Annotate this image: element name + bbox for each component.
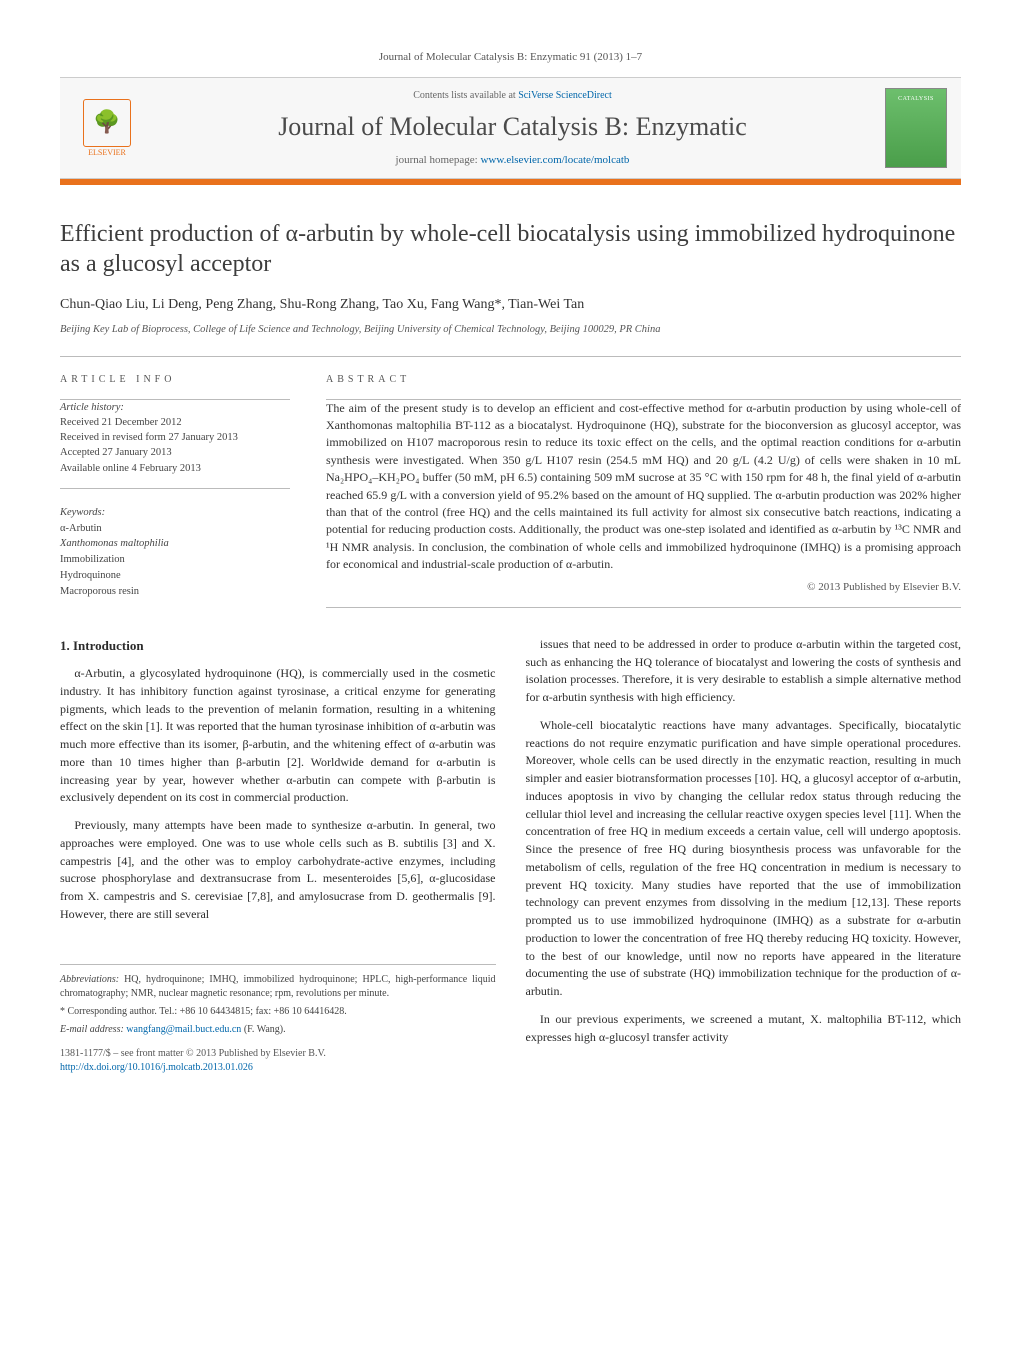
running-citation: Journal of Molecular Catalysis B: Enzyma… xyxy=(60,50,961,65)
sciencedirect-link[interactable]: SciVerse ScienceDirect xyxy=(518,90,612,101)
email-suffix: (F. Wang). xyxy=(241,1024,285,1035)
rule-above-abstract xyxy=(60,356,961,357)
doi-link[interactable]: http://dx.doi.org/10.1016/j.molcatb.2013… xyxy=(60,1062,253,1073)
history-accepted: Accepted 27 January 2013 xyxy=(60,445,290,460)
keywords-label: Keywords: xyxy=(60,505,290,521)
article-title: Efficient production of α-arbutin by who… xyxy=(60,219,961,279)
footnote-abbreviations: Abbreviations: HQ, hydroquinone; IMHQ, i… xyxy=(60,973,496,1001)
footnote-email: E-mail address: wangfang@mail.buct.edu.c… xyxy=(60,1023,496,1037)
header-accent-bar xyxy=(60,179,961,185)
abstract-text: The aim of the present study is to devel… xyxy=(326,400,961,574)
article-info-column: ARTICLE INFO Article history: Received 2… xyxy=(60,373,290,608)
journal-cover-thumbnail: CATALYSIS xyxy=(885,88,947,168)
contents-prefix: Contents lists available at xyxy=(413,90,518,101)
history-online: Available online 4 February 2013 xyxy=(60,461,290,476)
info-rule-2 xyxy=(60,488,290,489)
journal-header: 🌳 ELSEVIER Contents lists available at S… xyxy=(60,77,961,179)
email-label: E-mail address: xyxy=(60,1024,126,1035)
journal-homepage-link[interactable]: www.elsevier.com/locate/molcatb xyxy=(480,154,629,166)
footnotes-block: Abbreviations: HQ, hydroquinone; IMHQ, i… xyxy=(60,964,496,1037)
elsevier-tree-icon: 🌳 xyxy=(83,99,131,147)
body-column-right: issues that need to be addressed in orde… xyxy=(526,636,962,1075)
homepage-prefix: journal homepage: xyxy=(396,154,481,166)
keyword-item: Hydroquinone xyxy=(60,568,290,584)
affiliation: Beijing Key Lab of Bioprocess, College o… xyxy=(60,323,961,338)
author-list: Chun-Qiao Liu, Li Deng, Peng Zhang, Shu-… xyxy=(60,295,961,315)
abstract-copyright: © 2013 Published by Elsevier B.V. xyxy=(326,580,961,595)
body-paragraph: Whole-cell biocatalytic reactions have m… xyxy=(526,717,962,1001)
keyword-item: α-Arbutin xyxy=(60,521,290,537)
contents-available-line: Contents lists available at SciVerse Sci… xyxy=(154,89,871,103)
front-matter-line: 1381-1177/$ – see front matter © 2013 Pu… xyxy=(60,1047,496,1061)
history-received: Received 21 December 2012 xyxy=(60,415,290,430)
abstract-column: ABSTRACT The aim of the present study is… xyxy=(326,373,961,608)
history-revised: Received in revised form 27 January 2013 xyxy=(60,430,290,445)
publisher-label: ELSEVIER xyxy=(88,147,126,158)
body-paragraph: α-Arbutin, a glycosylated hydroquinone (… xyxy=(60,665,496,807)
header-center: Contents lists available at SciVerse Sci… xyxy=(154,89,871,169)
abbrev-label: Abbreviations: xyxy=(60,974,119,985)
keyword-item: Xanthomonas maltophilia xyxy=(60,536,290,552)
footnote-corresponding: * Corresponding author. Tel.: +86 10 644… xyxy=(60,1005,496,1019)
journal-homepage-line: journal homepage: www.elsevier.com/locat… xyxy=(154,153,871,168)
article-info-heading: ARTICLE INFO xyxy=(60,373,290,387)
abbrev-text: HQ, hydroquinone; IMHQ, immobilized hydr… xyxy=(60,974,496,999)
body-paragraph: In our previous experiments, we screened… xyxy=(526,1011,962,1047)
body-paragraph: Previously, many attempts have been made… xyxy=(60,817,496,924)
abstract-rule-bottom xyxy=(326,607,961,608)
keyword-item: Immobilization xyxy=(60,552,290,568)
doi-block: 1381-1177/$ – see front matter © 2013 Pu… xyxy=(60,1047,496,1075)
keyword-item: Macroporous resin xyxy=(60,584,290,600)
abstract-heading: ABSTRACT xyxy=(326,373,961,387)
journal-name: Journal of Molecular Catalysis B: Enzyma… xyxy=(154,109,871,145)
cover-title-text: CATALYSIS xyxy=(898,95,934,103)
corresponding-email-link[interactable]: wangfang@mail.buct.edu.cn xyxy=(126,1024,241,1035)
section-heading-introduction: 1. Introduction xyxy=(60,636,496,655)
elsevier-logo: 🌳 ELSEVIER xyxy=(74,91,140,165)
body-column-left: 1. Introduction α-Arbutin, a glycosylate… xyxy=(60,636,496,1075)
history-label: Article history: xyxy=(60,400,290,415)
body-paragraph: issues that need to be addressed in orde… xyxy=(526,636,962,707)
